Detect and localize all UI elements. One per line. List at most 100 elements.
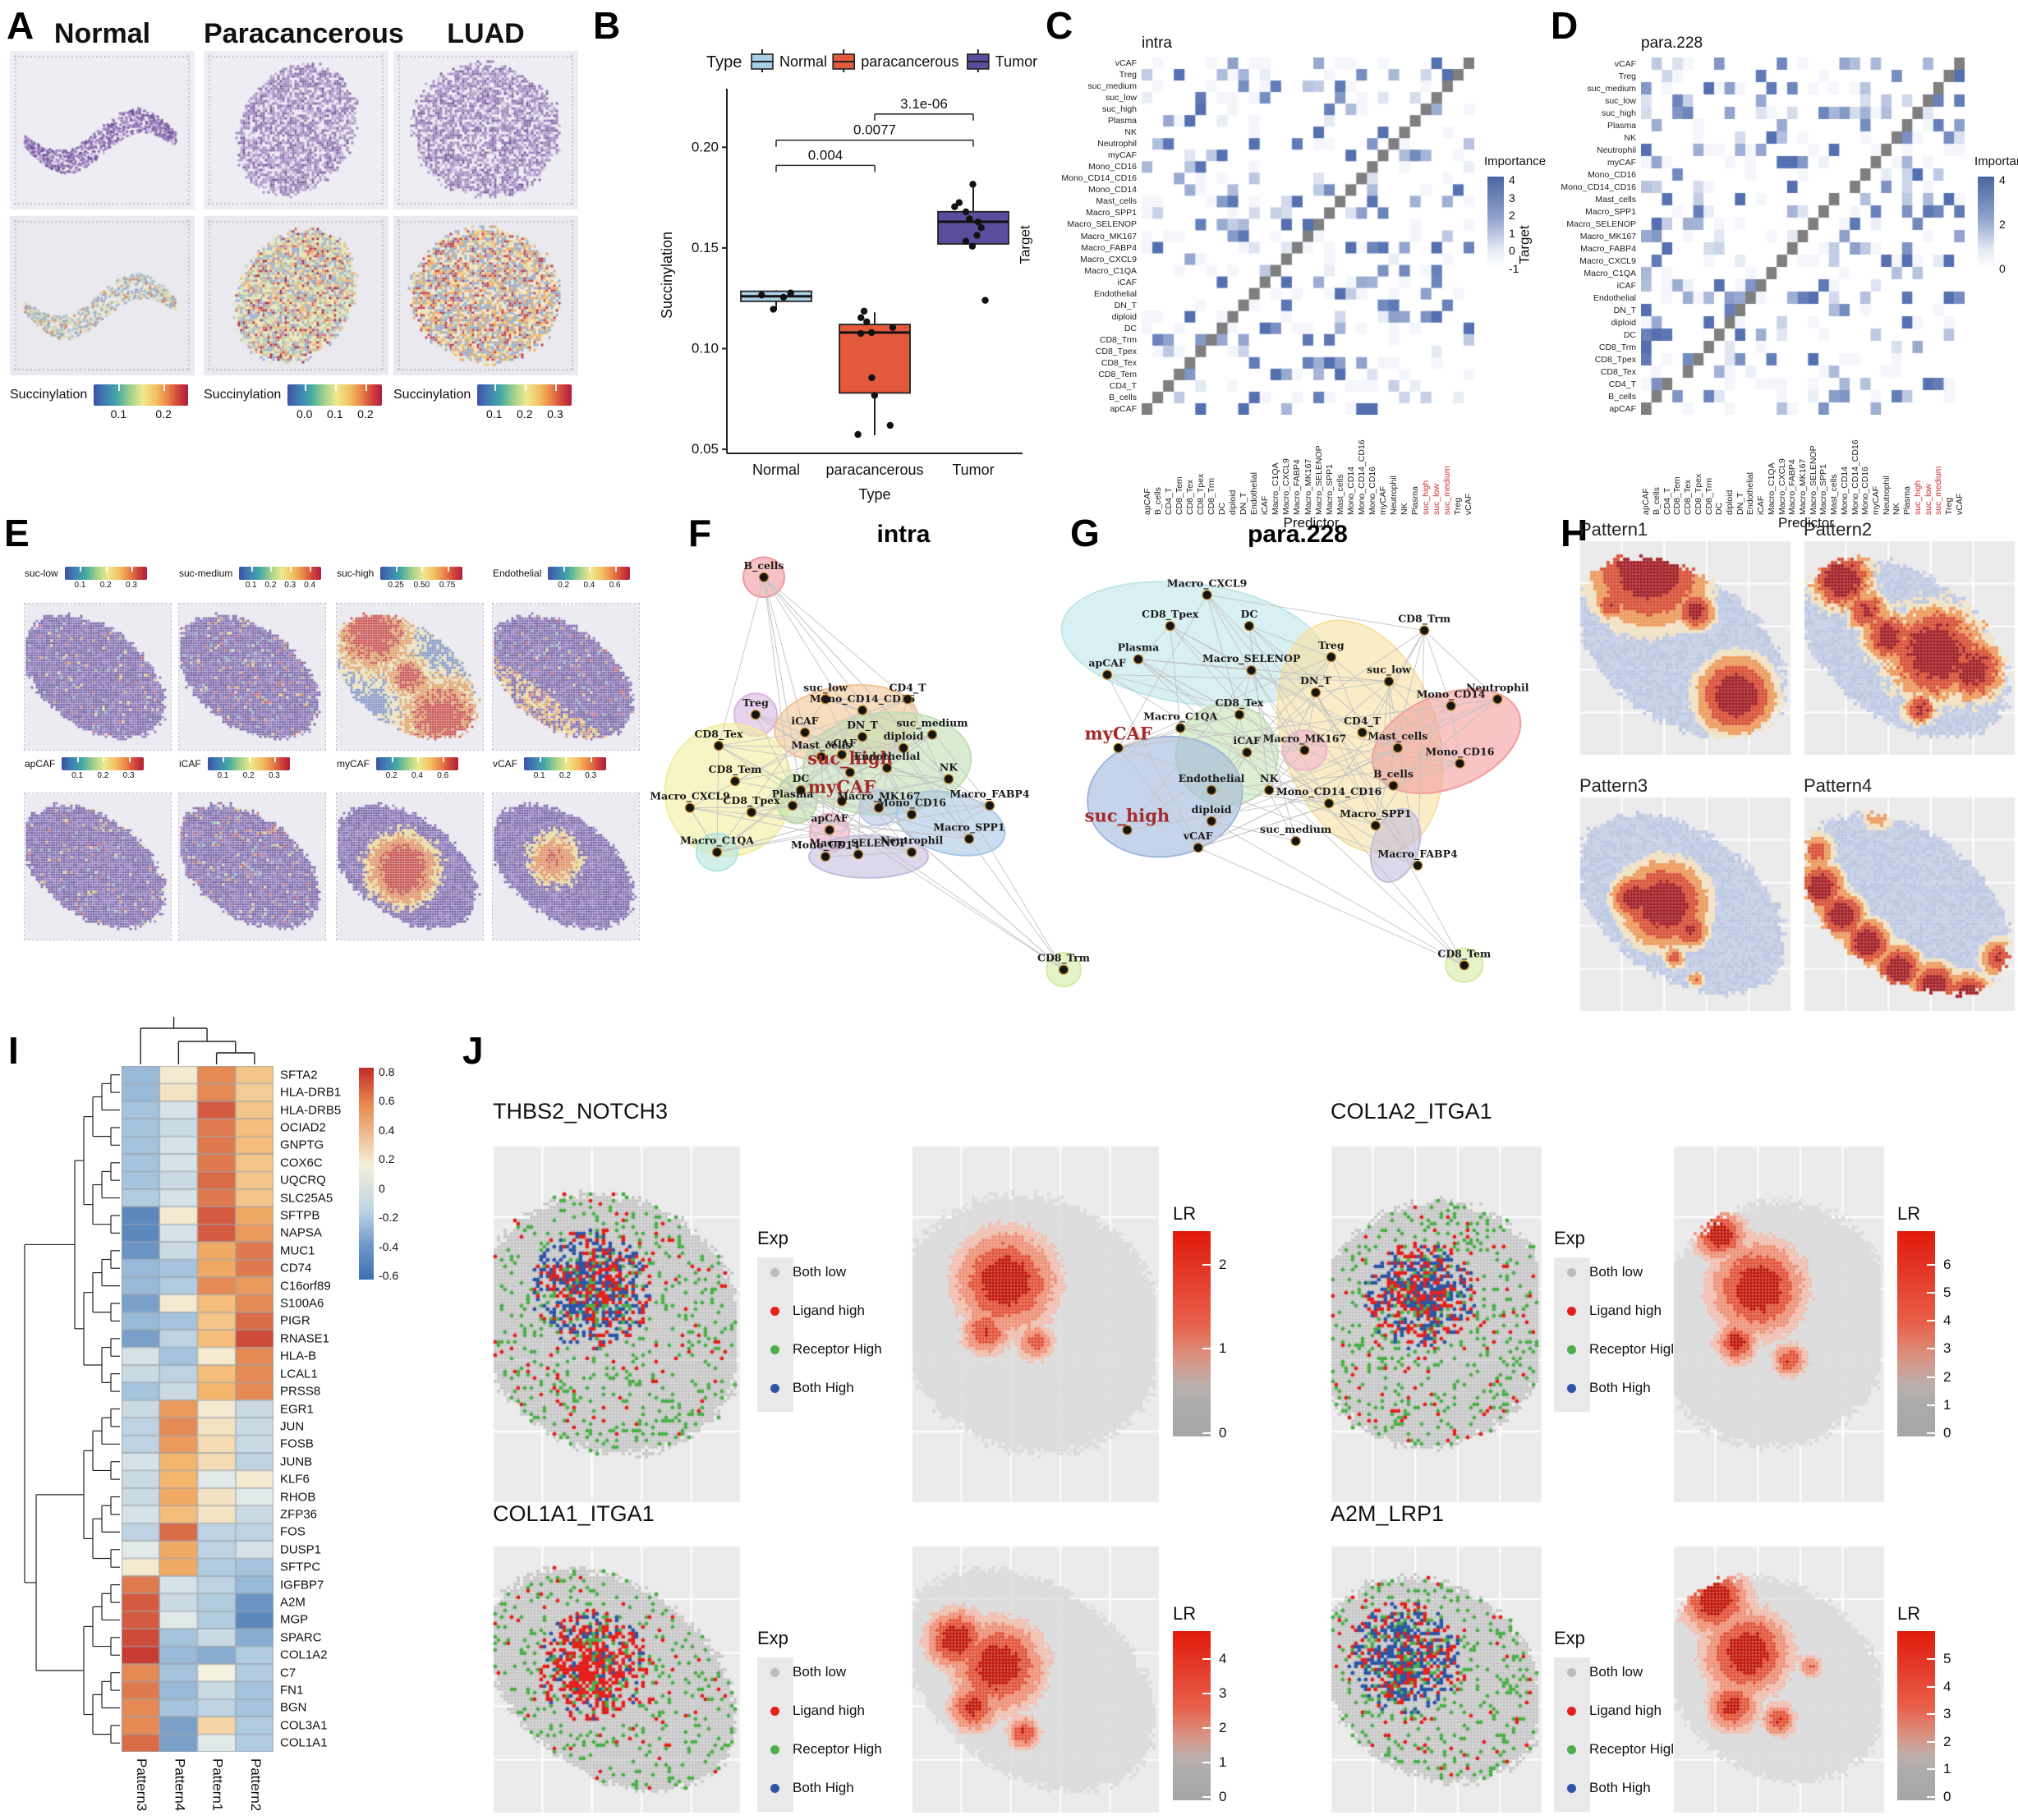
gene-label: CD74 [280, 1261, 312, 1275]
lr-tick-label: 1 [1219, 1754, 1227, 1771]
e-map-suc-high [336, 603, 484, 751]
e-colorbar-tick: 0.3 [122, 771, 135, 780]
heatmap-d-col-label: myCAF [1870, 486, 1881, 515]
colorbar-tick: 0.3 [547, 407, 563, 421]
svg-text:Macro_MK167: Macro_MK167 [837, 790, 921, 803]
he-image-1 [204, 51, 388, 209]
lr-pair-title: COL1A2_ITGA1 [1331, 1099, 1492, 1124]
svg-text:Macro_SELENOP: Macro_SELENOP [1202, 652, 1301, 665]
gene-label: EGR1 [280, 1402, 314, 1416]
pattern-title-3: Pattern3 [1579, 775, 1648, 796]
gene-colorbar-tick: 0 [379, 1181, 385, 1195]
svg-text:Macro_C1QA: Macro_C1QA [680, 834, 754, 848]
svg-text:CD8_Trm: CD8_Trm [1037, 952, 1090, 965]
gene-label: LCAL1 [280, 1367, 318, 1381]
svg-text:CD8_Tpex: CD8_Tpex [723, 794, 780, 807]
gene-label: S100A6 [280, 1296, 324, 1311]
gene-label: MGP [280, 1612, 309, 1627]
heatmap-c-col-label: Neutrophil [1389, 476, 1400, 515]
gene-label: RHOB [280, 1490, 316, 1505]
heatmap-c-col-label: DC [1216, 502, 1227, 515]
heatmap-d-legend-tick: 2 [1999, 218, 2006, 231]
exp-legend-dot [1567, 1344, 1576, 1354]
lr-tick-label: 1 [1219, 1340, 1227, 1357]
heatmap-d-row-label: Neutrophil [1597, 145, 1636, 155]
e-colorbar-tickmark [310, 567, 312, 572]
exp-legend-label: Both High [793, 1380, 854, 1395]
gene-label: C7 [280, 1666, 296, 1680]
gene-label: NAPSA [280, 1225, 322, 1240]
gene-label: JUN [280, 1419, 305, 1434]
svg-text:Macro_SELENOP: Macro_SELENOP [809, 836, 908, 849]
svg-text:Mono_CD16: Mono_CD16 [877, 797, 946, 810]
e-map-Endothelial [492, 603, 640, 751]
gene-label: ZFP36 [280, 1507, 318, 1522]
gene-label: HLA-DRB1 [280, 1085, 342, 1100]
svg-text:Treg: Treg [742, 696, 769, 709]
lr-legend: LR 4 3 2 1 0 [1173, 1603, 1263, 1804]
e-colorbar-tick: 0.1 [217, 771, 229, 780]
svg-text:Macro_FABP4: Macro_FABP4 [1377, 848, 1458, 861]
heatmap-c-x-axis-title: Predictor [1283, 515, 1340, 531]
lr-tickmark [1927, 1740, 1935, 1743]
e-colorbar-tickmark [290, 567, 292, 572]
heatmap-c-matrix [1142, 57, 1474, 415]
lr-tickmark [1927, 1320, 1935, 1322]
lr-tick-label: 4 [1219, 1651, 1227, 1667]
heatmap-c-row-label: iCAF [1117, 277, 1137, 287]
svg-text:Tumor: Tumor [952, 462, 994, 478]
e-colorbar-tickmark [77, 757, 80, 762]
svg-text:suc_low: suc_low [1367, 664, 1412, 677]
e-map-title: myCAF [337, 758, 370, 770]
heatmap-d-col-label: Macro_SPP1 [1818, 464, 1829, 515]
heatmap-d-col-label: Treg [1943, 497, 1954, 515]
svg-text:0.05: 0.05 [692, 441, 719, 457]
heatmap-c-col-label: NK [1400, 503, 1410, 515]
heatmap-c-row-label: diploid [1111, 311, 1137, 322]
e-colorbar-tick: 0.1 [74, 581, 86, 590]
panel-e-label: E [4, 512, 30, 554]
lr-tickmark [1927, 1796, 1935, 1798]
exp-legend-item: Ligand high [757, 1703, 865, 1719]
lr-map-COL1A1_ITGA1 [912, 1546, 1160, 1813]
exp-legend-title: Exp [757, 1628, 788, 1648]
e-colorbar-tick: 0.25 [388, 581, 404, 590]
network-g: Macro_CXCL9 CD8_Tpex DC Plasma apCAF Macro_SE… [1060, 577, 1529, 983]
colorbar-label: Succinylation [204, 388, 282, 402]
e-colorbar-gradient: 0.1 0.2 0.3 [64, 567, 147, 590]
e-colorbar-tick: 0.2 [97, 771, 109, 780]
svg-text:CD8_Tex: CD8_Tex [1216, 696, 1265, 710]
exp-legend-item: Receptor High [1554, 1341, 1679, 1358]
lr-tickmark [1927, 1404, 1935, 1406]
e-colorbar-3: Endothelial 0.2 0.4 0.6 [493, 567, 639, 590]
heatmap-d-col-label: Mono_CD14_CD16 [1850, 439, 1860, 515]
exp-legend: Exp Both low Ligand high Receptor High Both … [757, 1628, 905, 1812]
lr-legend-gradient [1173, 1231, 1211, 1436]
heatmap-d-y-axis-title: Target [1516, 224, 1533, 264]
svg-text:vCAF: vCAF [1183, 830, 1213, 842]
heatmap-d-row-label: CD8_Trm [1598, 342, 1636, 352]
heatmap-d-title: para.228 [1641, 34, 1703, 52]
heatmap-d-row-label: Macro_CXCL9 [1579, 255, 1636, 266]
heatmap-d-row-label: CD8_Tpex [1594, 354, 1636, 365]
heatmap-c-legend-tick: 1 [1509, 226, 1515, 240]
heatmap-d-legend-gradient [1978, 177, 1994, 269]
he-image-2 [393, 51, 578, 209]
lr-pair-title: A2M_LRP1 [1331, 1501, 1445, 1526]
e-colorbar-tickmark [251, 567, 253, 572]
gene-label: SLC25A5 [280, 1191, 333, 1206]
e-colorbar-tick: 0.3 [268, 771, 280, 780]
heatmap-c-row-label: DC [1124, 323, 1137, 333]
e-colorbar-tick: 0.2 [242, 771, 255, 780]
lr-tick-label: 0 [1943, 1789, 1951, 1804]
lr-tick-label: 0 [1219, 1425, 1227, 1441]
succinylation-colorbar-2: Succinylation 0.1 0.2 0.3 [393, 384, 578, 421]
e-colorbar-tick: 0.4 [304, 581, 316, 590]
lr-legend-title: LR [1897, 1203, 1921, 1224]
heatmap-d-row-label: Mono_CD14_CD16 [1561, 182, 1636, 192]
svg-text:Succinylation: Succinylation [659, 232, 675, 319]
lr-tick-label: 2 [1219, 1256, 1227, 1272]
exp-legend: Exp Both low Ligand high Receptor High Both … [1554, 1628, 1702, 1812]
heatmap-d-row-label: suc_low [1605, 95, 1636, 106]
lr-tickmark [1927, 1292, 1935, 1294]
